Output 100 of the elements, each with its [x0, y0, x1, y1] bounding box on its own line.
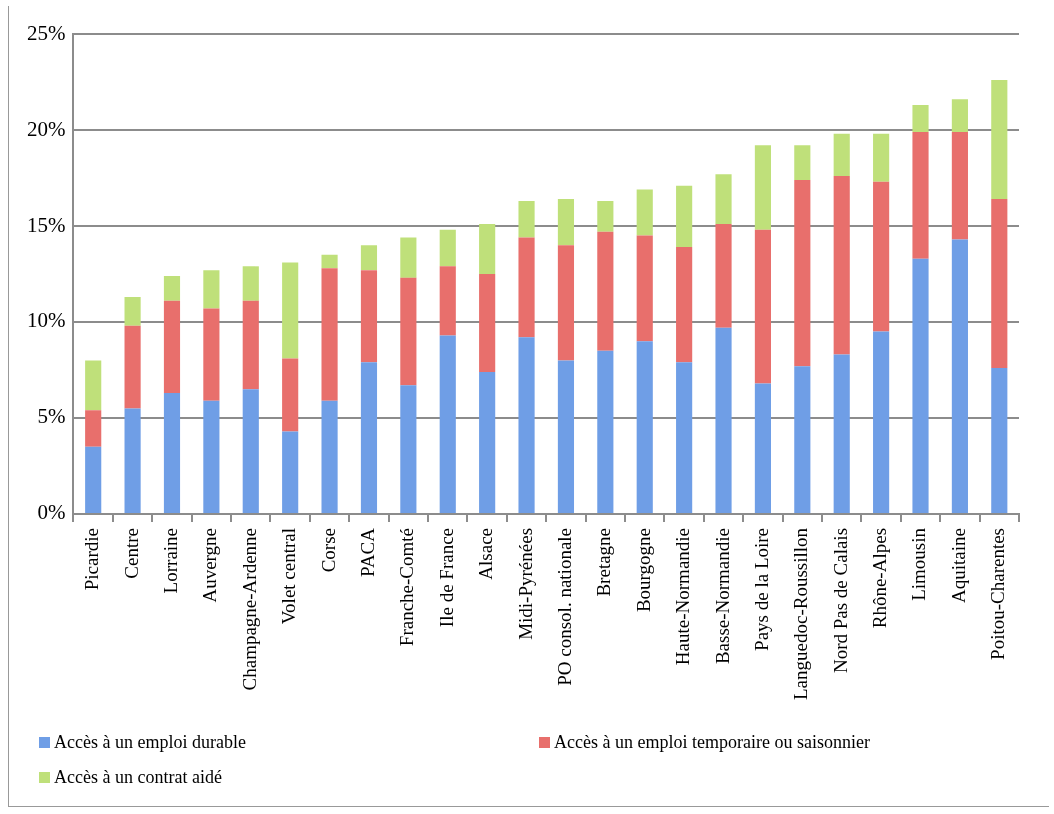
- x-tick-label: Picardie: [81, 527, 103, 591]
- bar: [715, 174, 732, 225]
- y-tick-label: 5%: [37, 404, 66, 429]
- bar: [439, 335, 456, 513]
- bar: [597, 350, 614, 513]
- x-tick-label: Corse: [317, 527, 339, 573]
- bar: [912, 131, 929, 259]
- x-tick-label: Pays de la Loire: [750, 527, 772, 651]
- y-tick-label: 20%: [26, 116, 66, 141]
- bar: [951, 239, 968, 513]
- bar: [360, 270, 378, 363]
- bar: [85, 360, 102, 411]
- bar: [282, 262, 299, 359]
- bar: [873, 133, 890, 182]
- bar: [242, 266, 259, 301]
- bar: [873, 181, 890, 332]
- bar: [163, 300, 181, 394]
- bar: [715, 224, 732, 328]
- bar: [163, 275, 181, 301]
- x-tick-label: Champagne-Ardenne: [238, 527, 260, 691]
- x-tick-label: PACA: [356, 527, 378, 577]
- bar: [754, 383, 771, 513]
- bar: [912, 105, 929, 132]
- bar: [676, 362, 693, 513]
- x-tick-label: Lorraine: [159, 527, 181, 594]
- bar: [557, 360, 575, 513]
- bar: [203, 270, 220, 309]
- y-tick-label: 15%: [26, 212, 66, 237]
- bar: [203, 400, 220, 513]
- bar: [636, 341, 653, 513]
- bar: [676, 247, 693, 363]
- bar: [951, 131, 968, 240]
- x-tick-label: Limousin: [908, 527, 930, 601]
- legend-label: Accès à un emploi temporaire ou saisonnier: [554, 732, 870, 753]
- bar: [991, 80, 1008, 200]
- x-tick-label: Ile de France: [435, 527, 457, 628]
- bar: [557, 199, 575, 246]
- bar: [912, 258, 929, 513]
- bar: [321, 254, 338, 269]
- bar: [400, 237, 417, 278]
- x-tick-label: Volet central: [278, 527, 300, 625]
- x-tick-label: Languedoc-Roussillon: [790, 527, 812, 700]
- bar: [833, 176, 850, 355]
- x-tick-label: Nord Pas de Calais: [829, 527, 851, 674]
- bar: [636, 235, 653, 342]
- bar: [518, 337, 535, 513]
- x-tick-label: Alsace: [475, 527, 497, 580]
- bar: [479, 371, 496, 513]
- bar: [557, 245, 575, 361]
- bar: [479, 273, 496, 372]
- bar: [715, 327, 732, 513]
- legend-label: Accès à un contrat aidé: [54, 767, 222, 788]
- x-tick-label: Midi-Pyrénées: [514, 527, 536, 640]
- bar: [321, 400, 338, 513]
- bar: [163, 393, 181, 513]
- bar: [360, 362, 378, 513]
- bar: [991, 199, 1008, 369]
- bar: [754, 229, 771, 384]
- bar: [85, 410, 102, 447]
- bar: [951, 99, 968, 132]
- legend-label: Accès à un emploi durable: [54, 732, 246, 753]
- bar: [400, 385, 417, 513]
- x-tick-label: Basse-Normandie: [711, 527, 733, 665]
- bar: [85, 446, 102, 513]
- bar: [597, 231, 614, 351]
- bar: [991, 368, 1008, 513]
- bar: [124, 408, 141, 513]
- bar: [124, 297, 141, 326]
- bar: [242, 389, 259, 513]
- y-tick-label: 0%: [37, 500, 66, 525]
- bar: [833, 354, 850, 513]
- bar: [518, 237, 535, 338]
- bar: [282, 431, 299, 513]
- bar: [833, 133, 850, 177]
- bar: [794, 366, 811, 513]
- bar: [754, 145, 771, 230]
- bar: [400, 277, 417, 386]
- bar: [321, 268, 338, 401]
- x-tick-label: Auvergne: [199, 527, 221, 603]
- bar: [242, 300, 259, 390]
- x-tick-label: Centre: [120, 527, 142, 579]
- x-tick-label: Poitou-Charentes: [987, 527, 1009, 660]
- x-tick-label: Franche-Comté: [396, 527, 418, 647]
- bar: [124, 325, 141, 409]
- bar: [636, 189, 653, 236]
- bar: [794, 179, 811, 367]
- bar: [518, 201, 535, 238]
- x-tick-label: PO consol. nationale: [553, 527, 575, 686]
- bar: [597, 201, 614, 232]
- x-tick-label: Bourgogne: [632, 527, 654, 613]
- bar: [439, 229, 456, 267]
- x-tick-label: Haute-Normandie: [672, 527, 694, 666]
- bar: [873, 331, 890, 513]
- bar: [479, 224, 496, 274]
- bar: [676, 185, 693, 248]
- bar: [794, 145, 811, 180]
- y-tick-label: 10%: [26, 308, 66, 333]
- y-tick-label: 25%: [26, 20, 66, 45]
- bar: [203, 308, 220, 401]
- bar: [282, 358, 299, 432]
